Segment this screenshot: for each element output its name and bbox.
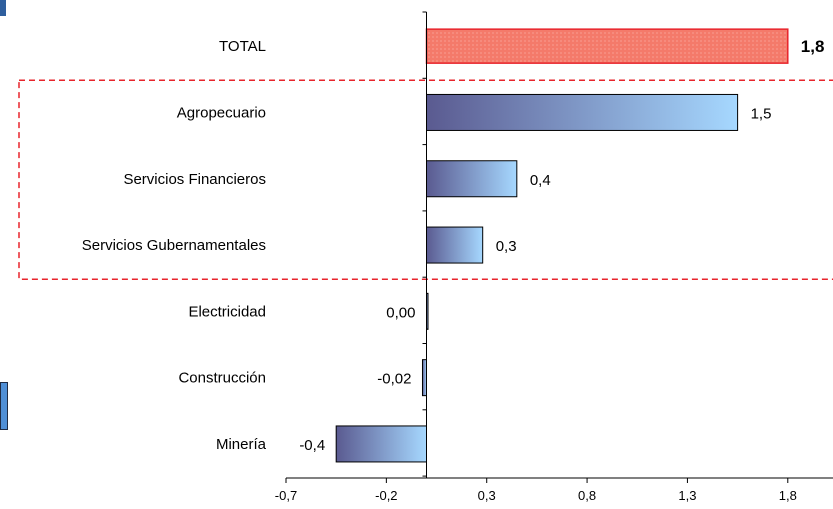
category-label: Servicios Financieros — [123, 171, 266, 188]
bar-construcción — [421, 359, 428, 397]
bars-layer — [18, 28, 833, 463]
x-tick-label: -0,7 — [275, 488, 297, 503]
category-label: Construcción — [178, 370, 266, 387]
value-label: 1,5 — [751, 105, 772, 122]
x-tick-label: 1,3 — [678, 488, 696, 503]
bar-servicios-gubernamentales — [426, 226, 484, 264]
category-label: Electricidad — [188, 303, 266, 320]
x-tick-label: 1,8 — [779, 488, 797, 503]
highlight-dashed-box — [18, 79, 833, 280]
category-label: Servicios Gubernamentales — [82, 237, 266, 254]
x-tick-label: 0,3 — [478, 488, 496, 503]
bar-agropecuario — [426, 93, 739, 131]
x-tick-label: 0,8 — [578, 488, 596, 503]
bar-minería — [335, 425, 427, 463]
value-label: 1,8 — [801, 37, 825, 56]
bar-servicios-financieros — [426, 160, 518, 198]
bar-total — [425, 28, 789, 64]
value-label: 0,4 — [530, 172, 551, 189]
value-label: 0,00 — [386, 304, 415, 321]
labels-layer: TOTAL 1,8 Agropecuario 1,5 Servicios Financi… — [82, 37, 825, 503]
category-label: Minería — [216, 436, 267, 453]
x-tick-label: -0,2 — [375, 488, 397, 503]
left-edge-accent-bottom — [0, 382, 8, 430]
value-label: -0,02 — [377, 371, 411, 388]
value-label: 0,3 — [496, 238, 517, 255]
value-label: -0,4 — [299, 437, 325, 454]
category-label: Agropecuario — [177, 104, 266, 121]
left-edge-accent-top — [0, 0, 6, 16]
category-label: TOTAL — [219, 38, 266, 55]
axis-layer — [285, 11, 833, 483]
